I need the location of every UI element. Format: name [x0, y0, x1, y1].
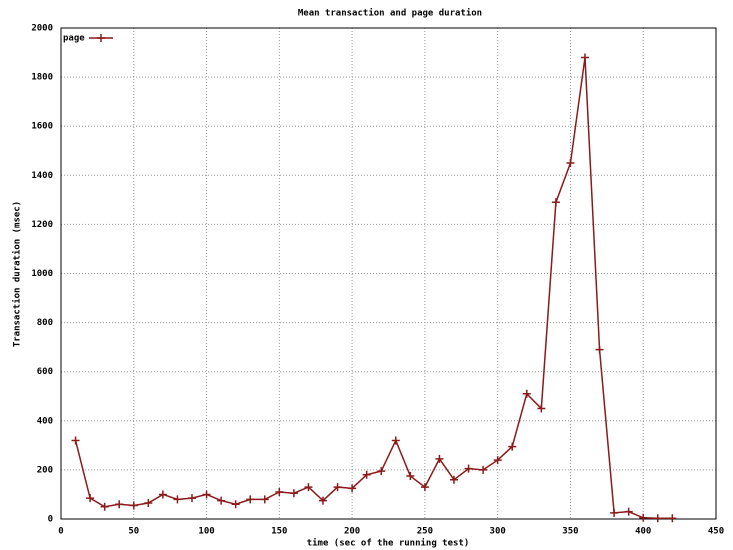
point-marker — [551, 198, 560, 207]
y-tick-label: 1000 — [31, 269, 53, 279]
point-marker — [391, 436, 400, 445]
point-marker — [493, 456, 502, 465]
x-tick-label: 50 — [128, 527, 139, 537]
point-marker — [202, 490, 211, 499]
point-marker — [115, 500, 124, 509]
y-tick-label: 2000 — [31, 24, 53, 34]
point-marker — [522, 389, 531, 398]
point-marker — [537, 404, 546, 413]
y-tick-label: 800 — [37, 318, 53, 328]
point-marker — [639, 513, 648, 522]
point-marker — [231, 500, 240, 509]
plot-frame — [60, 27, 717, 520]
x-tick-label: 400 — [635, 527, 651, 537]
point-marker — [188, 494, 196, 503]
point-marker — [406, 472, 415, 481]
point-marker — [100, 502, 109, 511]
point-marker — [377, 467, 386, 476]
point-marker — [566, 159, 575, 168]
series-line — [74, 57, 673, 520]
point-marker — [289, 489, 298, 498]
x-tick-label: 150 — [271, 527, 287, 537]
x-axis-label: time (sec of the running test) — [307, 538, 470, 549]
point-marker — [348, 484, 357, 493]
legend-label: page — [63, 34, 85, 44]
x-tick-label: 250 — [417, 527, 433, 537]
point-marker — [362, 470, 371, 479]
point-marker — [173, 495, 182, 504]
y-tick-label: 1800 — [31, 73, 53, 83]
point-marker — [479, 465, 488, 474]
point-marker — [129, 501, 138, 510]
point-marker — [581, 53, 589, 62]
y-tick-label: 0 — [48, 515, 53, 525]
point-marker — [158, 490, 167, 499]
point-marker — [624, 507, 633, 516]
point-marker — [217, 496, 226, 505]
point-marker — [71, 436, 80, 445]
point-marker — [435, 454, 444, 463]
point-marker — [464, 464, 473, 473]
y-tick-label: 1600 — [31, 122, 53, 132]
point-marker — [508, 442, 517, 451]
point-marker — [610, 508, 619, 517]
point-marker — [275, 487, 284, 496]
point-marker — [260, 495, 269, 504]
x-tick-label: 350 — [562, 527, 578, 537]
chart-title: Mean transaction and page duration — [298, 8, 482, 19]
point-marker — [595, 345, 604, 354]
y-tick-label: 1400 — [31, 171, 53, 181]
point-marker — [144, 499, 153, 508]
y-tick-label: 600 — [37, 367, 53, 377]
y-tick-label: 400 — [37, 416, 53, 426]
point-marker — [319, 496, 327, 505]
point-marker — [86, 494, 95, 503]
x-tick-label: 100 — [198, 527, 214, 537]
point-marker — [420, 483, 429, 492]
legend-marker — [97, 34, 105, 42]
x-tick-label: 300 — [490, 527, 506, 537]
y-axis-label: Transaction duration (msec) — [12, 201, 23, 347]
y-tick-label: 200 — [37, 465, 53, 475]
x-tick-label: 0 — [58, 527, 63, 537]
point-marker — [246, 495, 255, 504]
x-tick-label: 200 — [344, 527, 360, 537]
point-marker — [668, 514, 677, 523]
point-marker — [304, 483, 313, 492]
y-tick-label: 1200 — [31, 220, 53, 230]
point-marker — [333, 483, 342, 492]
x-tick-label: 450 — [708, 527, 724, 537]
point-marker — [450, 475, 458, 484]
point-marker — [653, 514, 662, 523]
